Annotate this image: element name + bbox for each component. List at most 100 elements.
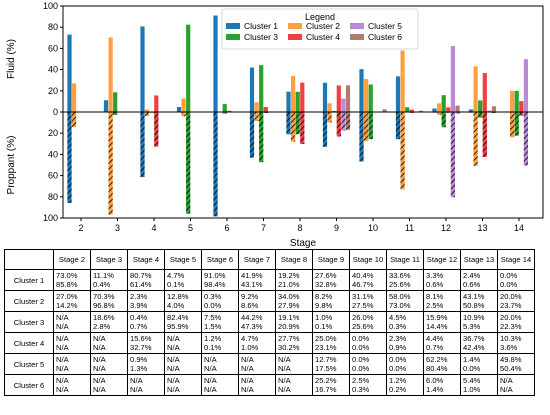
table-cell-value: 12.7% <box>315 355 337 364</box>
table-cell-value: N/A <box>56 343 69 352</box>
table-cell: 19.2% 21.0% <box>275 269 313 291</box>
table-cell-value: 0.7% <box>426 343 444 352</box>
y-ticks-group: 0 20 20 40 40 60 60 80 80 100 100 <box>43 1 63 223</box>
bar-proppant-hatch <box>259 112 264 163</box>
table-cell-value: 15.9% <box>426 313 448 322</box>
bars-group <box>67 15 528 217</box>
table-cell-value: 80.7% <box>130 271 152 280</box>
table-cell-value: 4.4% <box>426 334 444 343</box>
x-tick-label: 8 <box>297 223 302 233</box>
table-cell-value: 25.2% <box>315 376 337 385</box>
table-cell: 1.4% 0.0% <box>460 353 498 375</box>
table-cell-value: 82.4% <box>167 313 189 322</box>
table-cell-value: 0.7% <box>130 322 148 331</box>
table-cell-value: N/A <box>56 376 69 385</box>
table-cell: N/A N/A <box>164 353 202 375</box>
table-cell-value: N/A <box>241 376 254 385</box>
bar-proppant-hatch <box>514 112 519 136</box>
bar-proppant-hatch <box>473 112 478 166</box>
table-cell-value: 6.0% <box>426 376 444 385</box>
table-cell-value: 33.6% <box>389 271 411 280</box>
table-cell-value: 73.0% <box>56 271 78 280</box>
table-cell-value: N/A <box>167 334 180 343</box>
table-cell-value: N/A <box>56 313 69 322</box>
table-cell-value: 5.4% <box>463 376 481 385</box>
table-cell-value: 20.0% <box>500 313 522 322</box>
bar-proppant-hatch <box>491 112 497 114</box>
table-cell-value: 2.4% <box>463 271 481 280</box>
bar-fluid <box>227 110 232 112</box>
table-cell-value: 9.2% <box>241 292 259 301</box>
cluster-allocation-table: Stage 2 Stage 3 Stage 4 Stage 5 Stage 6 Stage… <box>4 249 535 396</box>
bar-proppant-hatch <box>523 112 528 166</box>
table-cell-value: 0.0% <box>352 334 370 343</box>
bar-proppant-hatch <box>441 112 446 128</box>
bar-fluid <box>395 76 401 112</box>
table-cell-value: 15.6% <box>130 334 152 343</box>
bar-fluid <box>176 107 182 112</box>
y-tick-label-fluid: 0 <box>53 107 58 117</box>
legend-swatch <box>350 23 364 29</box>
bar-fluid <box>103 100 109 112</box>
table-cell-value: 0.9% <box>130 355 148 364</box>
legend-label: Cluster 3 <box>244 32 278 42</box>
bar-fluid <box>491 106 497 112</box>
table-column-header: Stage 9 <box>312 249 350 270</box>
table-cell-value: 0.0% <box>500 280 518 289</box>
table-cell-value: 20.0% <box>500 292 522 301</box>
bar-proppant-hatch <box>437 112 442 115</box>
bar-proppant-hatch <box>113 112 118 115</box>
table-cell-value: N/A <box>241 364 254 373</box>
table-cell-value: N/A <box>93 334 106 343</box>
table-cell: 11.1% 0.4% <box>90 269 128 291</box>
bar-fluid <box>441 95 446 112</box>
table-cell-value: N/A <box>500 385 513 394</box>
table-cell-value: 95.9% <box>167 322 189 331</box>
table-cell-value: 2.3% <box>389 334 407 343</box>
bar-fluid <box>468 109 474 112</box>
bar-fluid <box>254 102 259 112</box>
bar-fluid <box>186 24 191 113</box>
table-cell: 25.2% 16.7% <box>312 374 350 396</box>
table-cell: 80.7% 61.4% <box>127 269 165 291</box>
table-row: Cluster 3 N/A N/A 18.6% 2.8% 0.4% 0.7% 82.4% 95.… <box>4 311 535 333</box>
y-tick-label-fluid: 80 <box>48 22 58 32</box>
table-cell-value: 2.5% <box>426 301 444 310</box>
table-cell-value: 85.8% <box>56 280 78 289</box>
table-cell: 2.3% 3.9% <box>127 290 165 312</box>
table-cell-value: 0.3% <box>352 385 370 394</box>
bar-proppant-hatch <box>519 112 524 116</box>
table-cell-value: N/A <box>56 322 69 331</box>
table-cell: 10.9% 5.3% <box>460 311 498 333</box>
table-cell-value: 1.0% <box>315 313 333 322</box>
bar-fluid <box>332 110 337 112</box>
table-cell-value: 27.0% <box>56 292 78 301</box>
table-cell-value: 20.9% <box>278 322 300 331</box>
table-cell-value: N/A <box>278 376 291 385</box>
table-cell-value: 0.3% <box>389 322 407 331</box>
bar-proppant-hatch <box>395 112 401 140</box>
bar-fluid <box>286 91 291 112</box>
table-cell-value: N/A <box>93 385 106 394</box>
table-cell-value: N/A <box>167 364 180 373</box>
table-cell-value: 40.4% <box>352 271 374 280</box>
table-cell-value: 18.6% <box>93 313 115 322</box>
bar-proppant-hatch <box>322 112 328 147</box>
bar-fluid <box>213 15 218 112</box>
table-cell: 49.8% 50.4% <box>497 353 535 375</box>
table-cell: N/A N/A <box>53 332 91 354</box>
table-column-header: Stage 11 <box>386 249 424 270</box>
bar-proppant-hatch <box>249 112 255 158</box>
table-cell: 1.0% 0.1% <box>312 311 350 333</box>
table-cell-value: 49.8% <box>500 355 522 364</box>
table-cell-value: 8.1% <box>426 292 444 301</box>
x-tick-label: 3 <box>115 223 120 233</box>
table-cell-value: N/A <box>56 355 69 364</box>
table-column-header: Stage 13 <box>460 249 498 270</box>
legend-box <box>221 8 419 50</box>
bar-fluid <box>249 67 255 112</box>
table-cell-value: N/A <box>56 385 69 394</box>
table-cell-value: 7.5% <box>204 313 222 322</box>
legend-label: Cluster 1 <box>244 21 278 31</box>
table-row: Cluster 4 N/A N/A N/A N/A 15.6% 32.7% N/A N/A 1.2… <box>4 332 535 354</box>
